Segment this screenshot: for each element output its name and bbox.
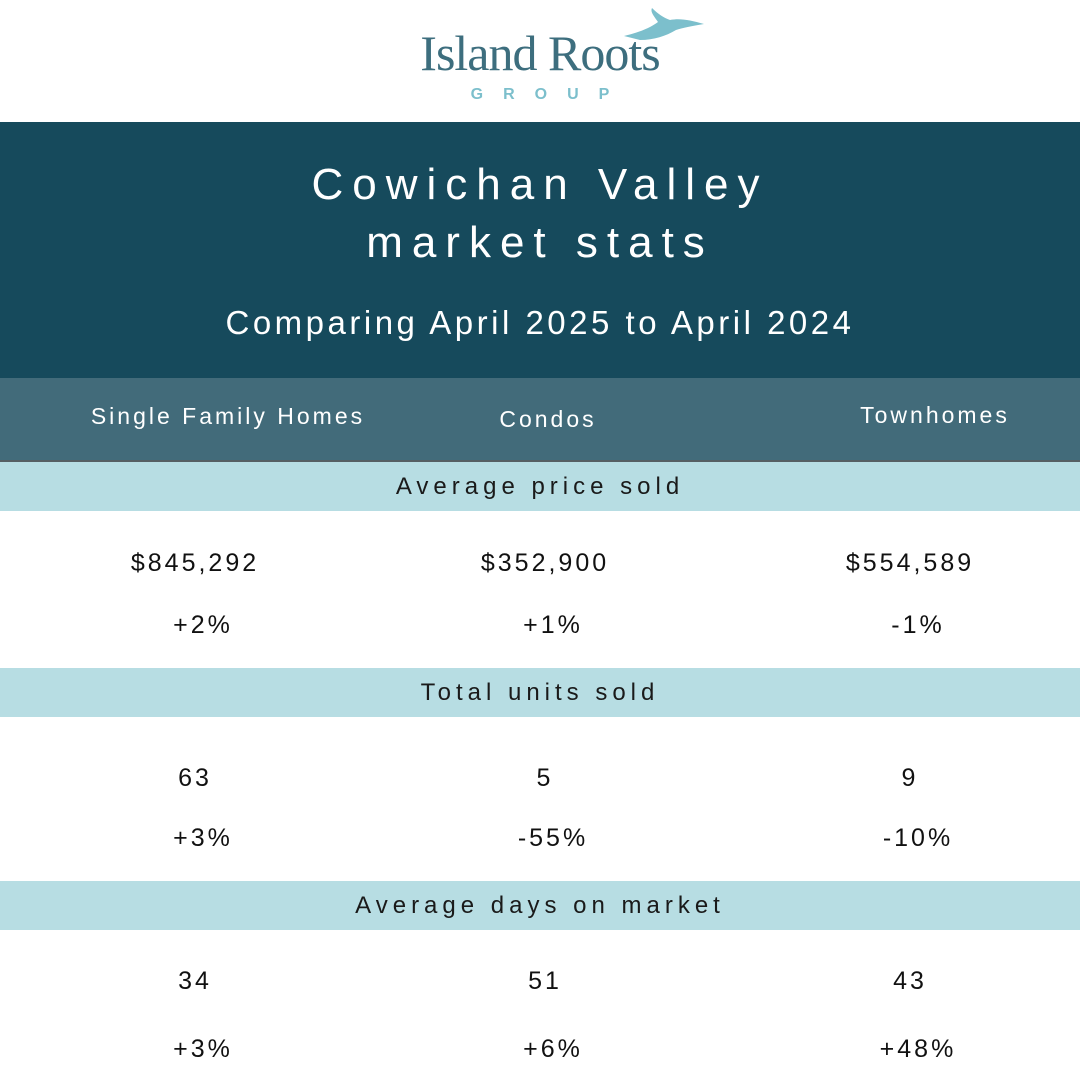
logo-name: Island Roots — [420, 25, 660, 81]
stat-change: +1% — [523, 611, 583, 639]
stat-change: +2% — [173, 611, 233, 639]
stat-value: 63 — [178, 764, 212, 792]
logo-group: GROUP — [470, 86, 630, 103]
stat-change: +6% — [523, 1035, 583, 1063]
stat-value: $845,292 — [130, 549, 260, 577]
section-title: Average days on market — [0, 881, 1080, 930]
stat-value: $554,589 — [845, 549, 975, 577]
stat-value: 34 — [178, 967, 212, 995]
column-header: Single Family Homes — [90, 403, 366, 429]
logo-bird — [624, 8, 704, 40]
stat-change: +3% — [173, 1035, 233, 1063]
section-title: Average price sold — [0, 462, 1080, 511]
title-line: market stats — [366, 218, 714, 267]
stat-change: +3% — [173, 824, 233, 852]
column-band — [0, 378, 1080, 462]
stat-change: -10% — [882, 824, 954, 852]
section-title: Total units sold — [0, 668, 1080, 717]
stat-value: 43 — [893, 967, 927, 995]
stat-value: $352,900 — [480, 549, 610, 577]
column-header: Townhomes — [860, 402, 1010, 428]
stat-value: 5 — [536, 764, 554, 792]
header-band — [0, 122, 1080, 378]
title-line: Cowichan Valley — [311, 160, 769, 209]
stat-change: +48% — [879, 1035, 957, 1063]
stat-change: -1% — [891, 611, 945, 639]
stat-value: 9 — [901, 764, 919, 792]
subtitle: Comparing April 2025 to April 2024 — [225, 304, 855, 341]
column-header: Condos — [499, 406, 597, 432]
stat-value: 51 — [528, 967, 562, 995]
stat-change: -55% — [517, 824, 589, 852]
